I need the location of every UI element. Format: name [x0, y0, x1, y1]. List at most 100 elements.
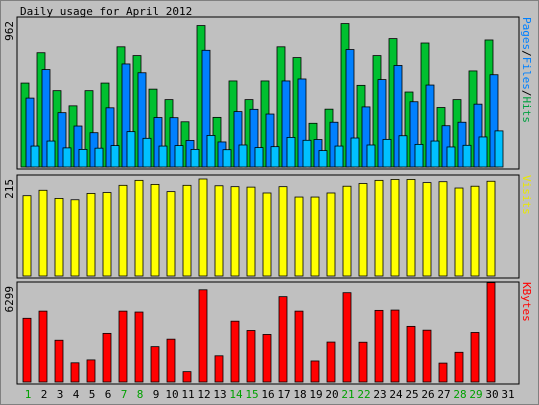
chart-title: Daily usage for April 2012	[20, 5, 192, 18]
day-label: 19	[309, 388, 322, 401]
pages-bar	[462, 144, 472, 168]
kbytes-bar	[230, 320, 240, 383]
visits-bar	[70, 199, 80, 277]
kbytes-bar	[150, 346, 160, 383]
panel-hits: 962 Pages/Files/Hits	[3, 16, 533, 170]
kbytes-bar	[470, 332, 480, 383]
files-bar	[297, 78, 307, 168]
visits-bar	[406, 179, 416, 277]
kbytes-bar	[438, 362, 448, 383]
pages-bar	[94, 147, 104, 168]
files-bar	[73, 125, 83, 168]
day-label: 1	[25, 388, 32, 401]
files-bar	[361, 106, 371, 168]
kbytes-bar	[374, 309, 384, 383]
legend-entry: /	[520, 90, 533, 97]
pages-bar	[254, 147, 264, 168]
day-label: 14	[229, 388, 243, 401]
visits-bar	[246, 186, 256, 277]
panel-kbytes: 6299 KBytes	[3, 281, 533, 385]
kbytes-bar	[166, 338, 176, 383]
pages-bar	[110, 145, 120, 168]
visits-bar	[470, 185, 480, 277]
kbytes-bar	[486, 282, 496, 383]
kbytes-bar	[198, 289, 208, 383]
visits-bar	[230, 186, 240, 277]
day-label: 26	[421, 388, 434, 401]
pages-bar	[78, 148, 88, 168]
visits-bar	[438, 181, 448, 277]
day-label: 30	[485, 388, 498, 401]
files-bar	[169, 117, 179, 168]
day-label: 23	[373, 388, 386, 401]
day-label: 7	[121, 388, 128, 401]
visits-bar	[326, 192, 336, 277]
pages-bar	[366, 144, 376, 168]
visits-bar	[86, 193, 96, 277]
files-bar	[41, 69, 51, 168]
day-label: 5	[89, 388, 96, 401]
kbytes-bar	[422, 329, 432, 383]
panel-hits-ymax-label: 962	[3, 21, 16, 41]
kbytes-bar	[214, 355, 224, 383]
visits-bar	[310, 196, 320, 277]
files-bar	[201, 49, 211, 168]
day-label: 2	[41, 388, 48, 401]
kbytes-bar	[390, 309, 400, 383]
visits-bar	[294, 196, 304, 277]
files-bar	[329, 121, 339, 168]
visits-bar	[134, 179, 144, 277]
files-bar	[457, 121, 467, 168]
pages-bar	[174, 145, 184, 168]
day-label: 27	[437, 388, 450, 401]
kbytes-bar	[454, 351, 464, 383]
pages-bar	[318, 150, 328, 168]
kbytes-bar	[406, 325, 416, 383]
pages-bar	[334, 145, 344, 168]
pages-bar	[430, 140, 440, 168]
files-bar	[345, 49, 355, 168]
files-bar	[409, 101, 419, 168]
kbytes-bar	[358, 341, 368, 383]
files-bar	[25, 97, 35, 168]
hits-bar	[84, 90, 94, 168]
pages-bar	[286, 137, 296, 168]
visits-bar	[390, 179, 400, 277]
day-label: 15	[245, 388, 258, 401]
pages-bar	[494, 130, 504, 168]
visits-bar	[150, 184, 160, 277]
pages-bar	[142, 137, 152, 168]
pages-bar	[270, 146, 280, 168]
pages-bar	[222, 149, 232, 168]
day-label: 25	[405, 388, 418, 401]
day-label: 20	[325, 388, 338, 401]
files-bar	[57, 112, 67, 168]
visits-bar	[198, 178, 208, 277]
day-label: 8	[137, 388, 144, 401]
pages-bar	[446, 146, 456, 168]
day-label: 3	[57, 388, 64, 401]
day-label: 12	[197, 388, 210, 401]
kbytes-bar	[102, 332, 112, 383]
pages-bar	[46, 140, 56, 168]
day-label: 6	[105, 388, 112, 401]
kbytes-bar	[38, 310, 48, 383]
files-bar	[425, 84, 435, 168]
kbytes-bar	[22, 317, 32, 383]
files-bar	[137, 72, 147, 168]
pages-bar	[478, 136, 488, 168]
legend-entry: /	[520, 50, 533, 57]
day-axis-labels: 1 2 3 4 5 6 7 8 9 10 11 12 13 14 15 16 17 18 19 20 21 22 23 24 2…	[25, 388, 515, 401]
files-bar	[489, 74, 499, 168]
pages-bar	[126, 131, 136, 168]
kbytes-bar	[118, 310, 128, 383]
kbytes-bar	[342, 292, 352, 383]
kbytes-bar	[326, 341, 336, 383]
day-label: 10	[165, 388, 178, 401]
files-bar	[153, 117, 163, 168]
visits-bar	[166, 191, 176, 277]
kbytes-bar	[134, 311, 144, 383]
panel-visits: 215 Visits	[3, 174, 533, 279]
